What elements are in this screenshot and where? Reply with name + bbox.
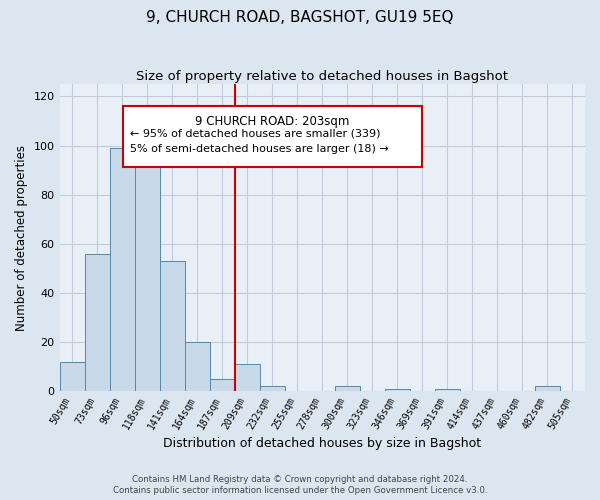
Bar	[85, 254, 110, 391]
Text: ← 95% of detached houses are smaller (339): ← 95% of detached houses are smaller (33…	[130, 128, 381, 138]
Bar	[185, 342, 209, 391]
Text: 9 CHURCH ROAD: 203sqm: 9 CHURCH ROAD: 203sqm	[195, 115, 350, 128]
Bar	[110, 148, 134, 391]
Bar	[160, 261, 185, 391]
Text: 5% of semi-detached houses are larger (18) →: 5% of semi-detached houses are larger (1…	[130, 144, 389, 154]
Title: Size of property relative to detached houses in Bagshot: Size of property relative to detached ho…	[136, 70, 508, 83]
Bar	[209, 379, 235, 391]
Y-axis label: Number of detached properties: Number of detached properties	[15, 144, 28, 330]
Bar	[435, 388, 460, 391]
Bar	[385, 388, 410, 391]
Bar	[335, 386, 360, 391]
Text: Contains public sector information licensed under the Open Government Licence v3: Contains public sector information licen…	[113, 486, 487, 495]
FancyBboxPatch shape	[122, 106, 422, 167]
Text: Contains HM Land Registry data © Crown copyright and database right 2024.: Contains HM Land Registry data © Crown c…	[132, 475, 468, 484]
X-axis label: Distribution of detached houses by size in Bagshot: Distribution of detached houses by size …	[163, 437, 481, 450]
Bar	[535, 386, 560, 391]
Bar	[235, 364, 260, 391]
Bar	[59, 362, 85, 391]
Text: 9, CHURCH ROAD, BAGSHOT, GU19 5EQ: 9, CHURCH ROAD, BAGSHOT, GU19 5EQ	[146, 10, 454, 25]
Bar	[260, 386, 285, 391]
Bar	[134, 158, 160, 391]
